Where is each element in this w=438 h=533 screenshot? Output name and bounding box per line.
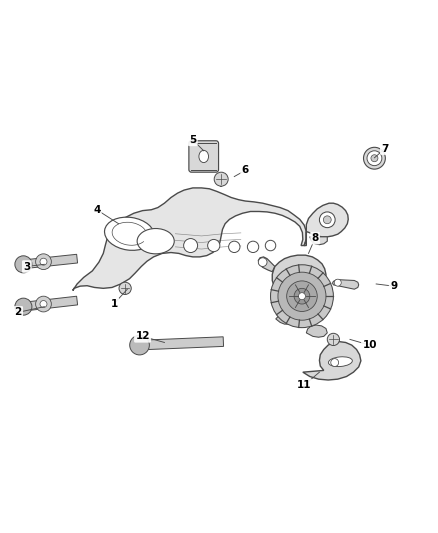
Circle shape xyxy=(287,281,317,311)
Circle shape xyxy=(331,359,339,367)
Circle shape xyxy=(327,333,339,345)
Text: 6: 6 xyxy=(242,165,249,175)
Text: 5: 5 xyxy=(189,135,196,145)
Text: 3: 3 xyxy=(23,262,31,271)
Circle shape xyxy=(265,240,276,251)
Polygon shape xyxy=(304,203,348,246)
Circle shape xyxy=(208,239,220,252)
Ellipse shape xyxy=(199,150,208,163)
Text: 11: 11 xyxy=(297,380,311,390)
Polygon shape xyxy=(332,280,359,289)
Text: 8: 8 xyxy=(311,233,319,243)
Text: 12: 12 xyxy=(135,332,150,341)
Polygon shape xyxy=(276,313,294,324)
Text: 10: 10 xyxy=(362,340,377,350)
Circle shape xyxy=(214,172,228,186)
Circle shape xyxy=(271,265,333,328)
Text: 7: 7 xyxy=(381,143,389,154)
Circle shape xyxy=(15,256,32,273)
Circle shape xyxy=(294,288,310,304)
Polygon shape xyxy=(23,296,78,311)
Text: 2: 2 xyxy=(14,308,22,317)
Circle shape xyxy=(15,298,32,315)
Text: 1: 1 xyxy=(110,298,118,309)
Polygon shape xyxy=(258,257,275,272)
Polygon shape xyxy=(310,237,327,245)
Polygon shape xyxy=(139,337,223,350)
Circle shape xyxy=(298,293,305,300)
Circle shape xyxy=(40,258,47,265)
Circle shape xyxy=(35,296,51,312)
Circle shape xyxy=(40,301,47,308)
Circle shape xyxy=(229,241,240,253)
Polygon shape xyxy=(272,255,326,301)
Circle shape xyxy=(367,151,382,166)
Circle shape xyxy=(35,254,51,270)
Circle shape xyxy=(247,241,259,253)
Ellipse shape xyxy=(328,357,352,367)
Circle shape xyxy=(334,279,341,286)
Polygon shape xyxy=(285,306,318,324)
Text: 9: 9 xyxy=(390,281,397,291)
Circle shape xyxy=(323,216,331,224)
FancyBboxPatch shape xyxy=(189,141,219,172)
Polygon shape xyxy=(73,188,306,290)
Circle shape xyxy=(258,258,267,266)
Circle shape xyxy=(364,147,385,169)
Ellipse shape xyxy=(105,217,155,251)
Polygon shape xyxy=(303,342,361,380)
Circle shape xyxy=(184,239,198,253)
Ellipse shape xyxy=(137,229,174,254)
Polygon shape xyxy=(306,325,327,337)
Circle shape xyxy=(319,212,335,228)
Circle shape xyxy=(371,155,378,161)
Circle shape xyxy=(278,272,326,320)
Polygon shape xyxy=(23,254,78,269)
Circle shape xyxy=(119,282,131,294)
Circle shape xyxy=(130,335,149,355)
Text: 4: 4 xyxy=(93,205,100,215)
